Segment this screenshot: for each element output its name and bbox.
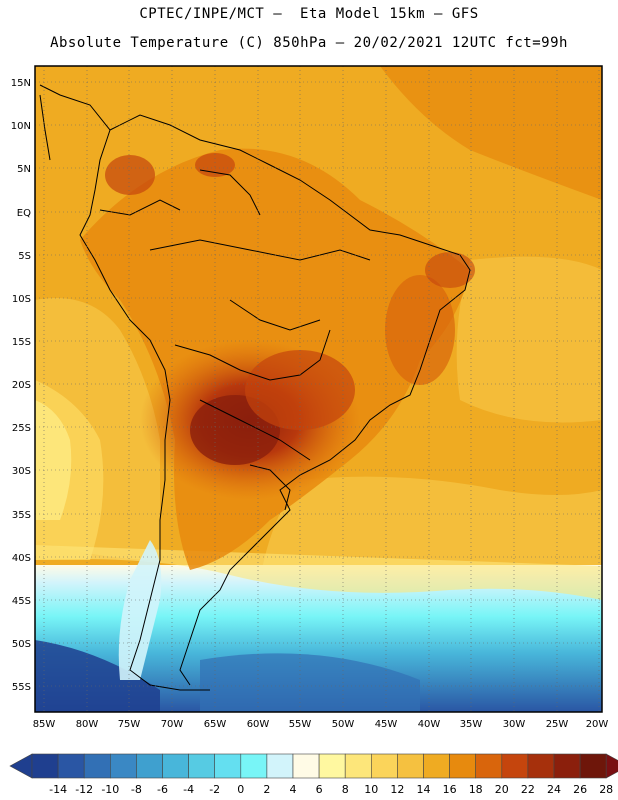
colorbar-label: 8 xyxy=(342,783,349,796)
lon-tick: 25W xyxy=(546,719,569,730)
latitude-axis: 15N 10N 5N EQ 5S 10S 15S 20S 25S 30S 35S… xyxy=(11,78,31,693)
lon-tick: 40W xyxy=(418,719,441,730)
colorbar-swatch xyxy=(397,753,424,779)
colorbar-swatch xyxy=(136,753,163,779)
colorbar-swatch xyxy=(292,753,320,779)
chart-title-line1: CPTEC/INPE/MCT – Eta Model 15km – GFS xyxy=(139,6,479,22)
lat-tick: 15N xyxy=(11,78,31,89)
colorbar-swatch xyxy=(527,753,555,779)
colorbar-swatch xyxy=(475,753,503,779)
colorbar-label: 0 xyxy=(237,783,244,796)
chart-title-line2: Absolute Temperature (C) 850hPa – 20/02/… xyxy=(50,35,568,51)
graticule xyxy=(35,66,602,712)
lon-tick: 20W xyxy=(586,719,609,730)
lat-tick: 5N xyxy=(17,164,31,175)
colorbar-label: -12 xyxy=(75,783,93,796)
colorbar-swatch xyxy=(266,753,294,779)
lat-tick: 15S xyxy=(12,337,31,348)
colorbar-label: 18 xyxy=(469,783,483,796)
colorbar-label: 28 xyxy=(599,783,613,796)
colorbar-swatch xyxy=(31,753,59,779)
colorbar-label: 26 xyxy=(573,783,587,796)
colorbar-label: -14 xyxy=(49,783,67,796)
lon-tick: 70W xyxy=(161,719,184,730)
colorbar-swatch xyxy=(423,753,450,779)
colorbar-label: 22 xyxy=(521,783,535,796)
lat-tick: 40S xyxy=(12,553,31,564)
lat-tick: 35S xyxy=(12,510,31,521)
colorbar-swatch xyxy=(188,753,216,779)
colorbar-arrow-low xyxy=(9,753,33,779)
lat-tick: 30S xyxy=(12,466,31,477)
colorbar-swatch xyxy=(579,753,607,779)
colorbar-swatch xyxy=(83,753,111,779)
colorbar-swatch xyxy=(501,753,529,779)
lat-tick: 45S xyxy=(12,596,31,607)
lon-tick: 50W xyxy=(332,719,355,730)
lon-tick: 45W xyxy=(375,719,398,730)
lat-tick: EQ xyxy=(17,208,31,219)
lat-tick: 25S xyxy=(12,423,31,434)
lon-tick: 60W xyxy=(247,719,270,730)
colorbar: -14 -12 -10 -8 -6 -4 -2 0 2 4 6 8 10 12 14 16 18 20 22 24 26… xyxy=(9,753,618,796)
lat-tick: 55S xyxy=(12,682,31,693)
colorbar-swatch xyxy=(57,753,85,779)
lat-tick: 10N xyxy=(11,121,31,132)
colorbar-swatch xyxy=(553,753,581,779)
colorbar-label: 12 xyxy=(390,783,404,796)
map-frame xyxy=(34,65,603,713)
colorbar-swatch xyxy=(344,753,372,779)
colorbar-arrow-high xyxy=(605,753,618,779)
lon-tick: 85W xyxy=(33,719,56,730)
colorbar-label: 10 xyxy=(364,783,378,796)
longitude-axis: 85W 80W 75W 70W 65W 60W 55W 50W 45W 40W … xyxy=(33,719,609,730)
lon-tick: 80W xyxy=(76,719,99,730)
lon-tick: 35W xyxy=(460,719,483,730)
colorbar-label: 6 xyxy=(316,783,323,796)
colorbar-label: 4 xyxy=(290,783,297,796)
colorbar-swatch xyxy=(318,753,346,779)
colorbar-label: 20 xyxy=(495,783,509,796)
lat-tick: 20S xyxy=(12,380,31,391)
lon-tick: 65W xyxy=(204,719,227,730)
colorbar-swatch xyxy=(449,753,477,779)
colorbar-label: -2 xyxy=(209,783,220,796)
colorbar-swatch xyxy=(240,753,268,779)
lon-tick: 30W xyxy=(503,719,526,730)
lat-tick: 5S xyxy=(18,251,31,262)
colorbar-swatch xyxy=(110,753,137,779)
colorbar-label: 14 xyxy=(417,783,431,796)
colorbar-label: 16 xyxy=(443,783,457,796)
temperature-field xyxy=(35,66,602,712)
lon-tick: 75W xyxy=(118,719,141,730)
lon-tick: 55W xyxy=(289,719,312,730)
colorbar-label: -8 xyxy=(131,783,142,796)
colorbar-swatch xyxy=(214,753,242,779)
colorbar-label: -10 xyxy=(101,783,119,796)
lat-tick: 50S xyxy=(12,639,31,650)
colorbar-label: -6 xyxy=(157,783,168,796)
colorbar-swatch xyxy=(162,753,189,779)
colorbar-label: 2 xyxy=(263,783,270,796)
colorbar-label: 24 xyxy=(547,783,561,796)
colorbar-swatch xyxy=(370,753,398,779)
lat-tick: 10S xyxy=(12,294,31,305)
colorbar-label: -4 xyxy=(183,783,194,796)
